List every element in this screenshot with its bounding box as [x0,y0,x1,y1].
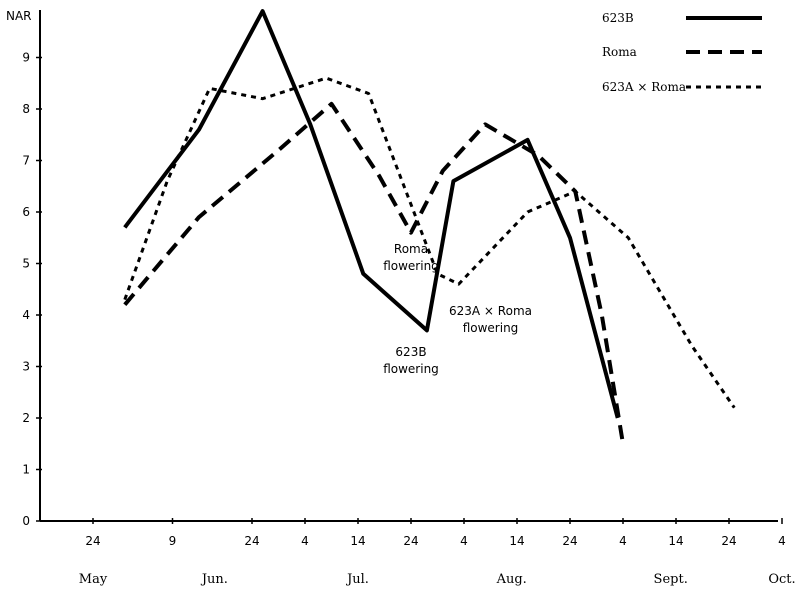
x-tick-label: 4 [619,534,627,548]
x-tick-label: 4 [301,534,309,548]
series-line-roma [123,101,625,445]
x-tick-label: 24 [721,534,736,548]
month-label: Jul. [345,572,369,587]
y-tick-label: 6 [22,205,30,219]
month-labels: May Jun. Jul. Aug. Sept. Oct. [79,572,796,587]
y-tick-label: 5 [22,257,30,271]
month-label: May [79,572,108,587]
x-tick-label: 14 [668,534,683,548]
month-label: Oct. [768,572,795,587]
y-tick-label: 3 [22,360,30,374]
annotation-label: Roma [394,242,428,256]
x-tick-label: 9 [169,534,177,548]
plot-area: 0 1 2 3 4 5 6 7 8 9 24 9 24 4 14 24 4 14 24 4 14 24 4 May Jun.… [6,9,796,587]
y-tick-label: 2 [22,411,30,425]
month-label: Sept. [654,572,688,587]
annotations: Roma flowering 623A × Roma flowering 623B flo… [383,242,532,376]
x-tick-label: 24 [244,534,259,548]
y-ticks: 0 1 2 3 4 5 6 7 8 9 [22,51,42,528]
annotation-label: flowering [463,321,519,335]
x-tick-label: 24 [562,534,577,548]
x-tick-label: 4 [778,534,786,548]
annotation-label: 623B [395,345,426,359]
month-label: Jun. [200,572,228,587]
y-tick-label: 0 [22,514,30,528]
y-tick-label: 9 [22,51,30,65]
legend-label: 623A × Roma [602,80,686,94]
y-tick-label: 4 [22,308,30,322]
y-tick-label: 7 [22,154,30,168]
x-ticks: 24 9 24 4 14 24 4 14 24 4 14 24 4 [85,518,786,548]
y-tick-label: 1 [22,463,30,477]
y-tick-label: 8 [22,102,30,116]
annotation-label: flowering [383,259,439,273]
legend-label: 623B [602,11,634,25]
x-tick-label: 24 [403,534,418,548]
legend-label: Roma [602,45,637,59]
month-label: Aug. [496,572,527,587]
legend: 623B Roma 623A × Roma [602,11,762,94]
annotation-label: 623A × Roma [449,304,532,318]
series-line-623a-roma [123,76,736,409]
y-axis-label: NAR [6,9,32,23]
x-tick-label: 14 [350,534,365,548]
x-tick-label: 14 [509,534,524,548]
series-line-623b [123,9,620,419]
x-tick-label: 24 [85,534,100,548]
x-tick-label: 4 [460,534,468,548]
series-lines [123,9,736,445]
annotation-label: flowering [383,362,439,376]
